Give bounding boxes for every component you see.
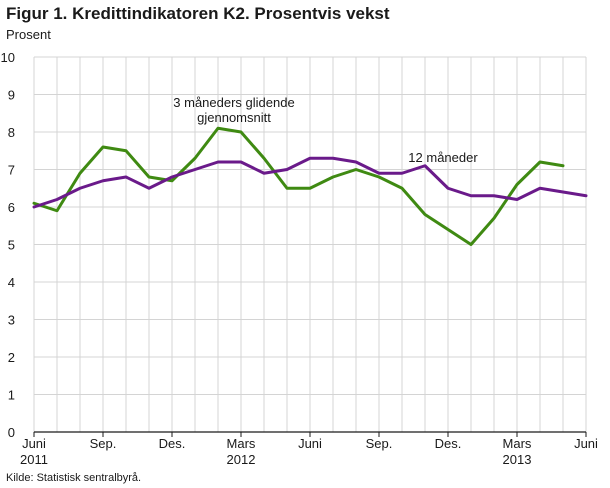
y-tick-label: 1 [8, 388, 15, 403]
grid-layer [33, 56, 587, 432]
x-tick-label: Sep. [366, 436, 393, 451]
x-tick-label: Mars [227, 436, 256, 451]
y-tick-label: 0 [8, 425, 15, 440]
y-tick-label: 3 [8, 313, 15, 328]
y-tick-label: 6 [8, 200, 15, 215]
y-tick-label: 4 [8, 275, 15, 290]
series-line-12-months [32, 156, 588, 209]
x-tick-label: Sep. [90, 436, 117, 451]
series-line-3-month-moving-average [32, 126, 565, 246]
x-tick-year-label: 2013 [503, 452, 532, 467]
y-tick-label: 2 [8, 350, 15, 365]
y-tick-label: 9 [8, 88, 15, 103]
y-tick-label: 8 [8, 125, 15, 140]
y-tick-label: 10 [1, 50, 15, 65]
x-tick-year-label: 2011 [20, 452, 48, 467]
x-tick-label: Mars [503, 436, 532, 451]
x-tick-label: Juni [22, 436, 46, 451]
series-annotation-label: gjennomsnitt [197, 110, 271, 125]
y-tick-label: 5 [8, 238, 15, 253]
x-tick-year-label: 2012 [227, 452, 256, 467]
x-tick-label: Des. [159, 436, 186, 451]
x-tick-label: Juni [574, 436, 598, 451]
y-axis-label: Prosent [6, 27, 51, 42]
figure-title: Figur 1. Kredittindikatoren K2. Prosentv… [6, 4, 390, 23]
series-layer [32, 126, 588, 246]
y-tick-label: 7 [8, 163, 15, 178]
series-annotation-label: 12 måneder [408, 150, 478, 165]
source-note: Kilde: Statistisk sentralbyrå. [6, 472, 142, 484]
x-tick-label: Des. [435, 436, 462, 451]
series-annotation-label: 3 måneders glidende [173, 95, 294, 110]
x-tick-label: Juni [298, 436, 322, 451]
